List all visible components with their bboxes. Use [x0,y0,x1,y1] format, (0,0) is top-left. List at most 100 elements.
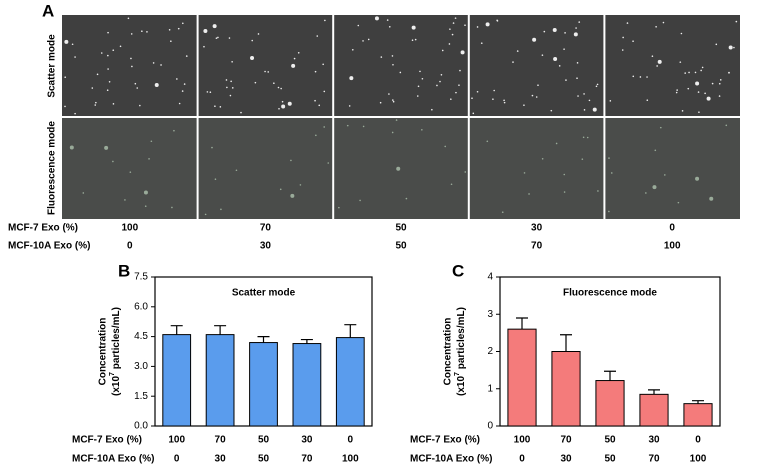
chart-title: Fluorescence mode [563,288,657,299]
particle [374,16,379,21]
particle [136,87,139,89]
particle [588,99,591,102]
condition-value: 0 [127,241,133,252]
particle [182,22,184,25]
particle [71,43,74,46]
particle [451,33,454,36]
particle [472,112,475,115]
particle [516,50,519,52]
y-tick-label: 4.5 [134,331,148,342]
particle [351,49,354,51]
condition-value: 0 [669,223,675,234]
particle [107,68,109,70]
particle [251,39,254,42]
particle [493,89,495,92]
particle [231,87,234,89]
particle [543,30,546,33]
particle [675,91,678,94]
panel-label: C [452,261,464,280]
particle [733,46,735,49]
error-bar [214,325,227,335]
particle [64,76,67,79]
particle [622,36,624,39]
particle [64,39,69,44]
bar [507,328,537,427]
particle [183,83,186,85]
particle [287,101,292,106]
particle [698,111,700,113]
particle [719,79,722,81]
particle [681,110,684,112]
particle [100,52,103,54]
particle [108,80,111,83]
micrograph [333,15,469,117]
micrograph [197,117,334,219]
particle [718,82,721,85]
particle [405,197,408,200]
particle [455,91,457,94]
x-tick-label: 70 [560,435,572,446]
particle [419,70,421,73]
x-tick-label: 100 [514,435,531,446]
particle [392,99,394,101]
particle [380,56,383,58]
particle [454,17,457,19]
particle [367,38,370,41]
particle [211,146,213,149]
particle [173,129,175,132]
particle [586,136,589,139]
condition-value: 100 [121,223,138,234]
particle [254,81,257,84]
particle [596,83,599,86]
particle [411,39,414,42]
particle [458,84,460,86]
particle [139,104,141,107]
condition-value: 70 [260,223,272,234]
error-bar [344,324,357,338]
particle [476,90,479,93]
particle [528,193,530,195]
particle [293,57,296,60]
particle [645,192,647,194]
y-tick-label: 1.5 [134,391,148,402]
bar [683,403,713,427]
condition-value: 30 [260,241,272,252]
y-tick-label: 0 [487,421,493,432]
particle [441,49,444,52]
particle [392,100,395,103]
particle [106,89,109,91]
particle [697,91,700,93]
particle [357,24,360,27]
particle [225,79,228,81]
particle [291,63,296,68]
x-tick-label: 30 [648,435,660,446]
particle [480,42,483,44]
particle [679,61,682,63]
particle [700,69,702,72]
particle [104,145,109,150]
particle [220,208,222,211]
particle [240,111,242,114]
micrograph [197,15,334,117]
particle [359,199,361,202]
particle [485,22,490,27]
x-tick-label: 0 [348,435,354,446]
particle [177,27,180,30]
particle [684,72,686,74]
micrograph [604,117,740,219]
particle [392,63,394,66]
particle [257,33,260,35]
particle [695,81,700,86]
particle [203,29,208,34]
particle [112,49,115,51]
particle [395,119,398,121]
particle [541,54,544,56]
particle [460,50,465,55]
particle [181,90,184,92]
chart-title: Scatter mode [232,288,296,299]
particle [273,82,275,85]
particle [209,91,212,93]
y-label-line: (x107 particles/mL) [109,307,122,396]
particle [74,56,76,58]
particle [414,38,417,41]
